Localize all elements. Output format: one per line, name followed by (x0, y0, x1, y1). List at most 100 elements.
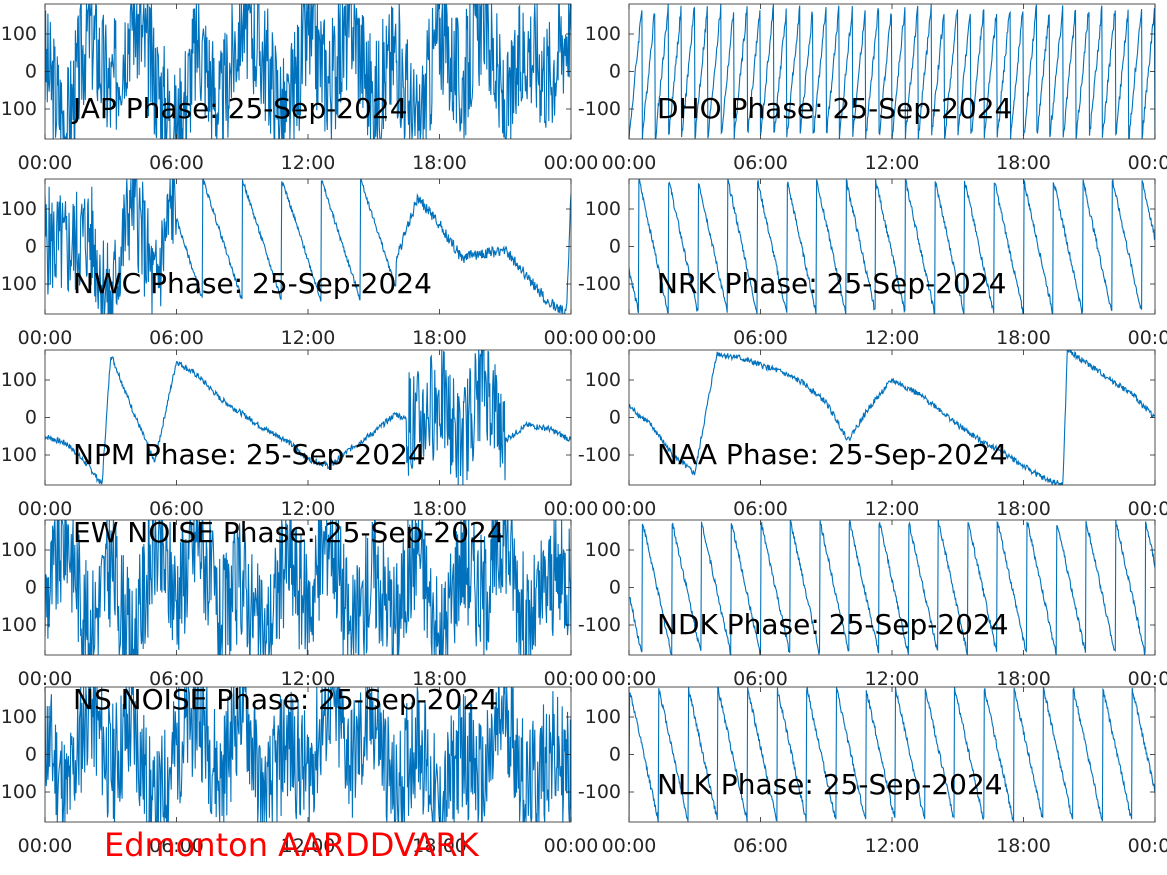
panel-7: 100 0 100 00:00 06:00 12:00 18:00 00:00 EW NOISE… (1, 516, 599, 690)
x-tick-label: 00:00 (1128, 668, 1167, 690)
y-tick-label: 100 (585, 198, 621, 220)
panel-title: NDK Phase: 25-Sep-2024 (657, 608, 1009, 641)
x-tick-label: 00:00 (544, 152, 599, 174)
x-tick-label: 00:00 (1128, 835, 1167, 857)
series-line (629, 687, 1155, 822)
y-tick-label: 0 (25, 744, 37, 766)
x-tick-label: 06:00 (733, 668, 788, 690)
y-tick-label: 100 (1, 706, 37, 728)
x-tick-label: 18:00 (412, 327, 467, 349)
x-tick-label: 06:00 (149, 498, 204, 520)
series-line (45, 350, 571, 485)
series-line (45, 179, 571, 314)
x-tick-label: 06:00 (149, 152, 204, 174)
y-tick-label: 100 (1, 444, 37, 466)
axes-box (628, 686, 1156, 823)
series-line (45, 4, 571, 139)
x-tick-label: 06:00 (733, 152, 788, 174)
y-tick-label: 0 (25, 407, 37, 429)
series-line (629, 520, 1155, 655)
y-tick-label: 100 (585, 23, 621, 45)
panel-9: 100 0 100 00:00 06:00 12:00 18:00 00:00 NS NOISE… (1, 683, 599, 857)
x-tick-label: 00:00 (602, 835, 657, 857)
y-tick-label: 0 (609, 744, 621, 766)
x-tick-label: 00:00 (602, 498, 657, 520)
y-tick-label: 100 (1, 98, 37, 120)
panel-title: NPM Phase: 25-Sep-2024 (73, 438, 426, 471)
x-tick-label: 06:00 (733, 498, 788, 520)
x-tick-label: 00:00 (18, 668, 73, 690)
y-tick-label: 100 (1, 539, 37, 561)
y-tick-label: 0 (25, 61, 37, 83)
panel-title: DHO Phase: 25-Sep-2024 (657, 92, 1012, 125)
panel-title: EW NOISE Phase: 25-Sep-2024 (73, 516, 505, 549)
panel-8: 100 0 -100 00:00 06:00 12:00 18:00 00:00 NDK Pha… (578, 519, 1167, 690)
x-tick-label: 00:00 (602, 327, 657, 349)
x-tick-label: 18:00 (412, 835, 467, 857)
panel-title: NAA Phase: 25-Sep-2024 (657, 438, 1008, 471)
panel-10: 100 0 -100 00:00 06:00 12:00 18:00 00:00 NLK Pha… (578, 686, 1167, 857)
y-tick-label: 0 (25, 236, 37, 258)
x-tick-label: 00:00 (18, 835, 73, 857)
x-tick-label: 00:00 (602, 668, 657, 690)
x-tick-label: 18:00 (996, 327, 1051, 349)
x-tick-label: 18:00 (412, 668, 467, 690)
x-tick-label: 12:00 (281, 835, 336, 857)
series-line (45, 520, 571, 655)
y-tick-label: 100 (1, 23, 37, 45)
panel-4: 100 0 -100 00:00 06:00 12:00 18:00 00:00 NRK Pha… (578, 178, 1167, 349)
x-tick-label: 00:00 (602, 152, 657, 174)
x-tick-label: 06:00 (733, 327, 788, 349)
panel-title: NRK Phase: 25-Sep-2024 (657, 267, 1006, 300)
x-tick-label: 06:00 (149, 327, 204, 349)
y-tick-label: 100 (1, 198, 37, 220)
x-tick-label: 00:00 (1128, 327, 1167, 349)
y-tick-label: 100 (585, 706, 621, 728)
y-tick-label: 0 (609, 407, 621, 429)
y-tick-label: 100 (585, 369, 621, 391)
y-tick-label: 100 (1, 614, 37, 636)
x-tick-label: 06:00 (149, 668, 204, 690)
panel-6: 100 0 -100 00:00 06:00 12:00 18:00 00:00 NAA Pha… (578, 349, 1167, 520)
panel-2: 100 0 -100 00:00 06:00 12:00 18:00 00:00 DHO Pha… (578, 3, 1167, 174)
x-tick-label: 12:00 (281, 152, 336, 174)
x-tick-label: 12:00 (865, 835, 920, 857)
y-tick-label: 0 (609, 577, 621, 599)
x-tick-label: 00:00 (1128, 152, 1167, 174)
y-tick-label: 100 (1, 273, 37, 295)
series-line (629, 179, 1155, 314)
x-tick-label: 12:00 (865, 327, 920, 349)
x-tick-label: 18:00 (996, 668, 1051, 690)
panel-title: NS NOISE Phase: 25-Sep-2024 (73, 683, 498, 716)
x-tick-label: 18:00 (996, 152, 1051, 174)
x-tick-label: 00:00 (544, 668, 599, 690)
y-tick-label: 0 (609, 236, 621, 258)
y-tick-label: 100 (1, 369, 37, 391)
x-tick-label: 00:00 (18, 327, 73, 349)
x-tick-label: 00:00 (18, 498, 73, 520)
x-tick-label: 00:00 (18, 152, 73, 174)
x-tick-label: 12:00 (865, 668, 920, 690)
x-tick-label: 18:00 (996, 835, 1051, 857)
panel-title: JAP Phase: 25-Sep-2024 (71, 92, 408, 125)
x-tick-label: 06:00 (149, 835, 204, 857)
x-tick-label: 00:00 (544, 498, 599, 520)
y-tick-label: -100 (578, 444, 621, 466)
x-tick-label: 00:00 (544, 835, 599, 857)
y-tick-label: -100 (578, 98, 621, 120)
panel-title: NLK Phase: 25-Sep-2024 (657, 768, 1003, 801)
y-tick-label: -100 (578, 614, 621, 636)
x-tick-label: 00:00 (1128, 498, 1167, 520)
x-tick-label: 18:00 (412, 498, 467, 520)
station-footer: Edmonton AARDDVARK (104, 826, 479, 864)
x-tick-label: 12:00 (865, 498, 920, 520)
x-tick-label: 12:00 (865, 152, 920, 174)
y-tick-label: 0 (609, 61, 621, 83)
y-tick-label: 0 (25, 577, 37, 599)
panel-1: 100 0 100 00:00 06:00 12:00 18:00 00:00 JAP Phas… (1, 3, 599, 174)
panel-5: 100 0 100 00:00 06:00 12:00 18:00 00:00 NPM Phas… (1, 349, 599, 520)
y-tick-label: 100 (585, 539, 621, 561)
x-tick-label: 18:00 (412, 152, 467, 174)
y-tick-label: -100 (578, 781, 621, 803)
